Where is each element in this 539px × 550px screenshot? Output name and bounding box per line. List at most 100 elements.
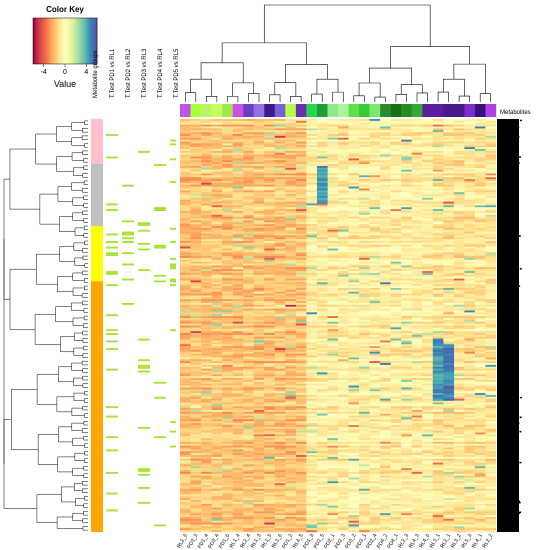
- heatmap-cell: [464, 120, 476, 123]
- heatmap-cell: [432, 254, 444, 257]
- heatmap-cell: [411, 274, 423, 277]
- heatmap-cell: [369, 302, 381, 306]
- heatmap-cell: [380, 212, 391, 215]
- heatmap-cell: [190, 119, 202, 122]
- heatmap-cell: [401, 214, 412, 217]
- heatmap-cell: [485, 132, 497, 135]
- heatmap-cell: [380, 348, 391, 351]
- heatmap-cell: [316, 327, 328, 330]
- heatmap-cell: [316, 156, 328, 159]
- heatmap-cell: [243, 120, 254, 123]
- heatmap-cell: [348, 321, 360, 324]
- heatmap-cell: [380, 241, 391, 244]
- heatmap-cell: [348, 160, 360, 163]
- heatmap-cell: [180, 342, 191, 345]
- heatmap-cell: [274, 280, 286, 283]
- heatmap-cell: [232, 372, 244, 375]
- heatmap-cell: [401, 408, 412, 411]
- heatmap-cell: [211, 366, 223, 369]
- heatmap-cell: [411, 351, 423, 354]
- heatmap-cell: [190, 128, 202, 131]
- heatmap-cell: [422, 229, 433, 232]
- annotation-header-label: T.Test PD3 vs RL3: [142, 48, 148, 98]
- heatmap-cell: [295, 192, 307, 195]
- heatmap-cell: [464, 248, 476, 251]
- heatmap-cell: [295, 259, 307, 262]
- heatmap-cell: [285, 226, 297, 229]
- heatmap-cell: [201, 263, 212, 266]
- heatmap-cell: [464, 383, 476, 386]
- heatmap-cell: [222, 124, 233, 127]
- heatmap-cell: [285, 301, 297, 304]
- heatmap-cell: [401, 338, 412, 341]
- heatmap-cell: [453, 229, 465, 232]
- heatmap-cell: [348, 381, 360, 384]
- heatmap-cell: [401, 122, 412, 125]
- heatmap-cell: [401, 368, 412, 371]
- heatmap-cell: [369, 331, 381, 334]
- heatmap-cell: [432, 265, 444, 268]
- heatmap-cell: [390, 250, 402, 253]
- heatmap-cell: [474, 162, 486, 165]
- heatmap-cell: [422, 222, 433, 225]
- heatmap-cell: [243, 263, 254, 266]
- heatmap-cell: [369, 164, 381, 167]
- heatmap-cell: [201, 398, 212, 401]
- heatmap-cell: [401, 327, 412, 330]
- heatmap-cell: [243, 271, 254, 274]
- heatmap-cell: [285, 205, 297, 208]
- heatmap-cell: [180, 406, 191, 409]
- heatmap-cell: [338, 408, 349, 411]
- heatmap-cell: [401, 280, 412, 283]
- heatmap-cell: [295, 400, 307, 403]
- heatmap-cell: [474, 349, 486, 352]
- heatmap-cell: [390, 321, 402, 324]
- heatmap-cell: [401, 175, 412, 178]
- heatmap-cell: [306, 141, 318, 144]
- heatmap-cell: [401, 304, 412, 307]
- heatmap-cell: [338, 286, 349, 289]
- heatmap-cell: [432, 280, 444, 283]
- heatmap-cell: [222, 259, 233, 262]
- heatmap-cell: [222, 256, 233, 259]
- heatmap-cell: [485, 167, 497, 170]
- heatmap-cell: [443, 137, 455, 140]
- heatmap-cell: [274, 190, 286, 193]
- heatmap-cell: [464, 413, 476, 416]
- heatmap-cell: [232, 353, 244, 356]
- heatmap-cell: [453, 297, 465, 300]
- heatmap-cell: [380, 398, 391, 401]
- heatmap-cell: [369, 325, 381, 328]
- heatmap-cell: [306, 316, 318, 319]
- heatmap-cell: [211, 302, 223, 306]
- heatmap-cell: [464, 182, 476, 185]
- heatmap-cell: [243, 317, 254, 321]
- heatmap-cell: [327, 394, 339, 398]
- heatmap-cell: [327, 393, 339, 396]
- heatmap-cell: [432, 135, 444, 138]
- heatmap-cell: [201, 379, 212, 383]
- heatmap-cell: [359, 278, 370, 281]
- heatmap-cell: [232, 242, 244, 245]
- heatmap-cell: [190, 406, 202, 409]
- heatmap-cell: [380, 250, 391, 253]
- heatmap-cell: [180, 154, 191, 157]
- heatmap-cell: [432, 158, 444, 161]
- heatmap-cell: [201, 167, 212, 170]
- heatmap-cell: [348, 214, 360, 217]
- heatmap-cell: [411, 244, 423, 247]
- heatmap-cell: [190, 342, 202, 345]
- heatmap-cell: [348, 299, 360, 302]
- heatmap-cell: [316, 229, 328, 232]
- significance-mark: [138, 242, 150, 245]
- heatmap-cell: [316, 336, 328, 339]
- heatmap-cell: [190, 271, 202, 274]
- heatmap-cell: [380, 199, 391, 202]
- heatmap-cell: [380, 378, 391, 381]
- heatmap-cell: [443, 130, 455, 133]
- heatmap-cell: [316, 323, 328, 326]
- heatmap-cell: [190, 241, 202, 244]
- heatmap-cell: [253, 306, 265, 309]
- heatmap-cell: [464, 306, 476, 309]
- heatmap-cell: [306, 199, 318, 202]
